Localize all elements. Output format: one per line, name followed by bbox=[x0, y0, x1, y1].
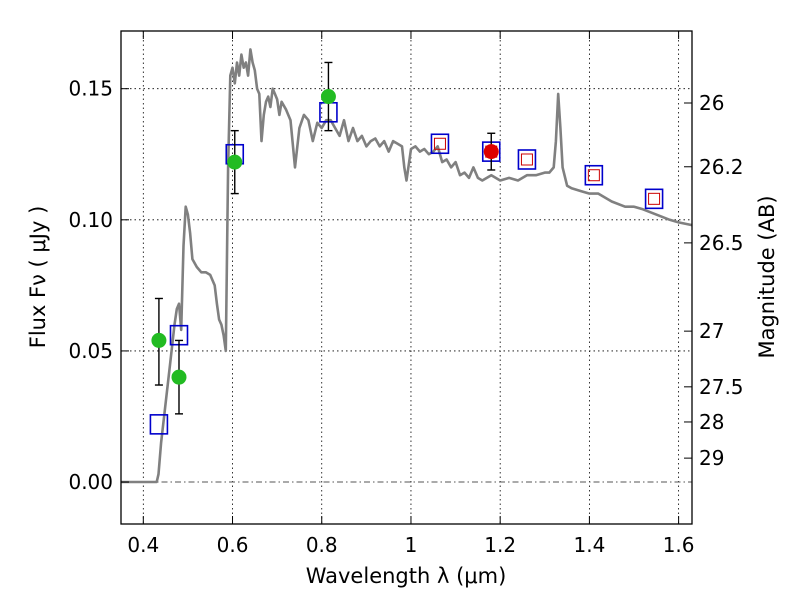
magnitude-tick-label: 28 bbox=[699, 410, 724, 434]
model-flux-inner-marker bbox=[433, 137, 446, 150]
x-tick-label: 0.6 bbox=[217, 533, 249, 557]
model-flux-marker bbox=[644, 188, 664, 210]
x-tick-label: 0.8 bbox=[306, 533, 338, 557]
magnitude-tick-label: 27.5 bbox=[699, 375, 744, 399]
x-axis-title: Wavelength λ (μm) bbox=[306, 564, 507, 588]
model-flux-inner-marker bbox=[520, 153, 533, 166]
magnitude-tick-label: 26.2 bbox=[699, 155, 744, 179]
magnitude-tick-label: 26 bbox=[699, 91, 724, 115]
tick-layer bbox=[121, 31, 692, 524]
y-tick-label: 0.05 bbox=[68, 339, 113, 363]
model-flux-marker bbox=[430, 133, 450, 155]
detection-point bbox=[320, 89, 336, 105]
x-tick-label: 1.2 bbox=[484, 533, 516, 557]
magnitude-tick-label: 26.5 bbox=[699, 231, 744, 255]
hst-detection-point bbox=[483, 144, 499, 160]
detection-point bbox=[171, 369, 187, 385]
detection-point bbox=[151, 332, 167, 348]
x-tick-label: 1.6 bbox=[663, 533, 695, 557]
model-flux-marker bbox=[517, 149, 537, 170]
y-tick-label: 0.15 bbox=[68, 77, 113, 101]
magnitude-axis-title: Magnitude (AB) bbox=[755, 195, 779, 358]
y-axis-title: Flux Fν ( μJy ) bbox=[26, 206, 50, 349]
magnitude-tick-label: 29 bbox=[699, 446, 724, 470]
marker-layer bbox=[149, 61, 664, 435]
magnitude-tick-label: 27 bbox=[699, 319, 724, 343]
model-flux-marker bbox=[149, 414, 169, 435]
detection-point bbox=[227, 154, 243, 170]
y-tick-label: 0.10 bbox=[68, 208, 113, 232]
label-layer: 0.4 0.6 0.8 1 1.2 1.4 1.6 0.00 0.05 0.10 0.15 26 26.… bbox=[68, 77, 743, 557]
x-tick-label: 0.4 bbox=[127, 533, 159, 557]
grid-layer bbox=[121, 31, 692, 524]
y-tick-label: 0.00 bbox=[68, 470, 113, 494]
x-tick-label: 1 bbox=[405, 533, 418, 557]
series-layer bbox=[121, 48, 693, 484]
model-flux-marker bbox=[584, 164, 604, 186]
model-flux-inner-marker bbox=[587, 169, 600, 182]
model-flux-inner-marker bbox=[648, 192, 661, 205]
x-tick-label: 1.4 bbox=[573, 533, 605, 557]
plot-frame bbox=[120, 30, 693, 525]
sed-template-line bbox=[121, 48, 693, 484]
